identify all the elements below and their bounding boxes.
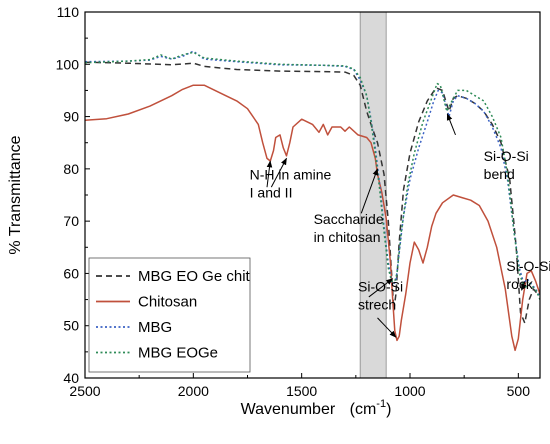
y-tick-label: 60 — [63, 265, 79, 281]
annotation-arrow — [446, 113, 456, 136]
annotation-arrow — [521, 281, 527, 291]
y-tick-label: 90 — [63, 109, 79, 125]
x-tick-label: 1000 — [394, 383, 425, 399]
annotation-label: N-H in amine I and II — [250, 166, 332, 200]
annotation-arrow — [270, 157, 287, 188]
legend-label: MBG EOGe — [138, 345, 218, 362]
y-tick-label: 40 — [63, 370, 79, 386]
x-tick-label: 1500 — [286, 383, 317, 399]
annotation-label: Si-O-Si bend — [484, 148, 529, 182]
y-tick-label: 110 — [57, 4, 80, 20]
annotation-arrow — [377, 317, 397, 338]
y-tick-label: 50 — [63, 318, 79, 334]
x-axis-title: Wavenumber (cm-1) — [241, 398, 392, 418]
series-line-2 — [85, 84, 540, 352]
series-line-4 — [85, 51, 540, 300]
y-tick-label: 70 — [63, 213, 79, 229]
x-tick-label: 500 — [507, 383, 531, 399]
annotation-label: Saccharide in chitosan — [314, 211, 384, 245]
legend-label: Chitosan — [138, 294, 197, 311]
legend-label: MBG — [138, 319, 172, 336]
y-tick-label: 100 — [56, 56, 80, 72]
legend: MBG EO Ge chit Chitosan MBG MBG EOGe — [88, 257, 251, 373]
annotation-arrow — [368, 278, 394, 298]
y-tick-label: 80 — [63, 161, 79, 177]
annotation-arrow — [266, 160, 273, 188]
annotation-label: Si-O-Si rock — [506, 258, 550, 292]
annotation-arrow — [360, 168, 378, 214]
x-tick-label: 2500 — [69, 383, 100, 399]
x-tick-label: 2000 — [178, 383, 209, 399]
legend-label: MBG EO Ge chit — [138, 268, 251, 285]
y-axis-title: % Transmittance — [7, 135, 24, 254]
